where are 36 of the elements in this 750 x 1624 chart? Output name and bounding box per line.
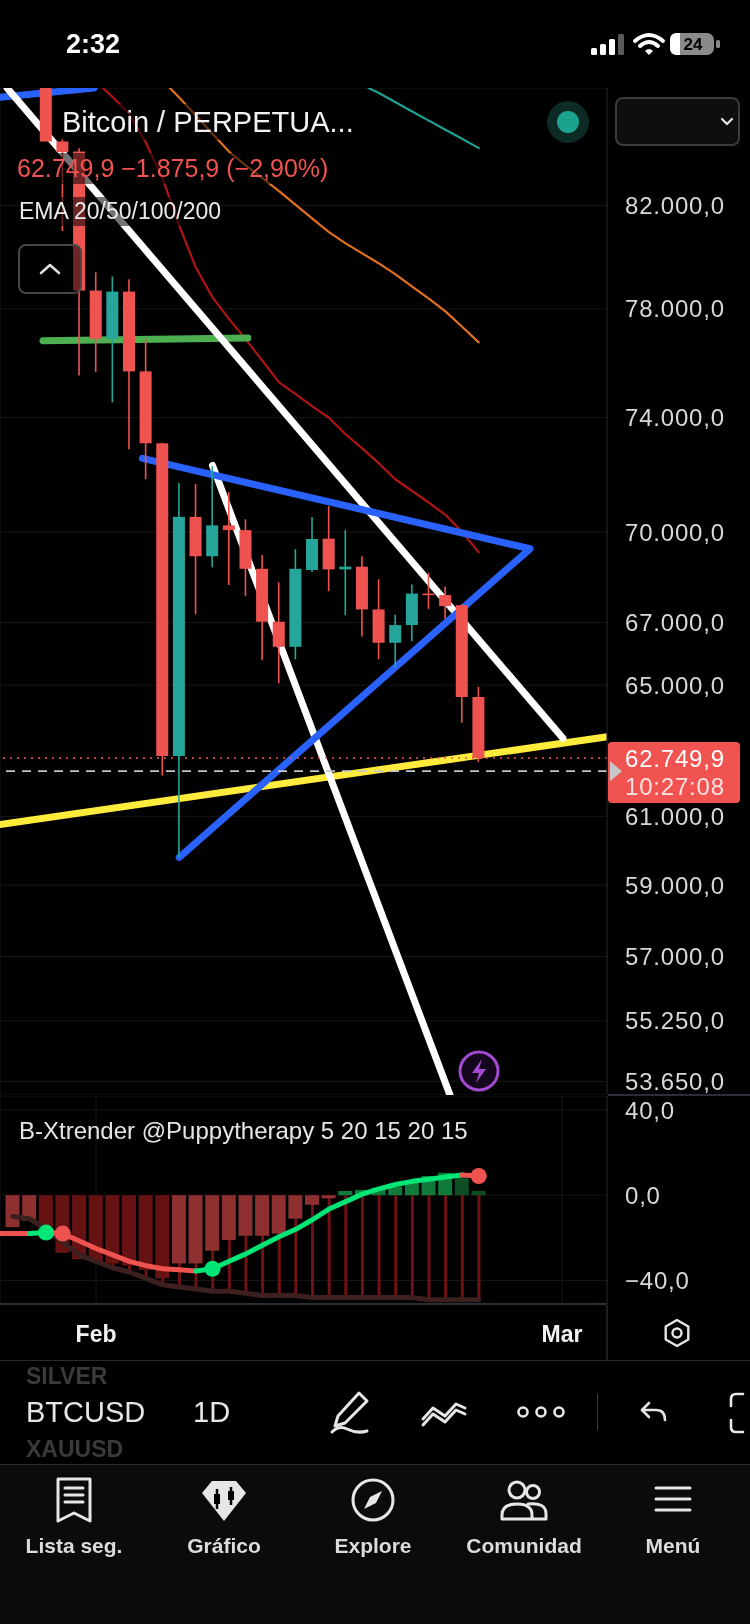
text: Lista seg. xyxy=(25,1533,123,1559)
text: Explore xyxy=(334,1533,412,1559)
text: 1D xyxy=(193,1395,231,1430)
text: BTCUSD xyxy=(26,1395,146,1430)
text: 10:27:08 xyxy=(625,772,725,800)
y-tick-label: 70.000,0 xyxy=(625,518,725,546)
y-tick-label: 78.000,0 xyxy=(625,295,725,323)
y-tick-label: 59.000,0 xyxy=(625,871,725,899)
candlestick xyxy=(439,585,452,620)
x-tick-label: Mar xyxy=(541,1321,583,1347)
y-tick-label: 61.000,0 xyxy=(625,803,725,830)
text: 62.749,9 −1.875,9 (−2,90%) xyxy=(17,152,329,184)
x-tick-label: Feb xyxy=(75,1321,117,1347)
text: Bitcoin / PERPETUA... xyxy=(62,104,354,140)
y-tick-label: −40,0 xyxy=(625,1267,690,1295)
y-tick-label: 57.000,0 xyxy=(625,943,725,971)
y-tick-label: 82.000,0 xyxy=(625,192,725,220)
y-tick-label: 0,0 xyxy=(625,1181,661,1209)
text: Comunidad xyxy=(466,1533,582,1559)
annotation: EMA 20/50/100/200 xyxy=(19,196,222,226)
y-tick-label: 40,0 xyxy=(625,1096,675,1124)
y-tick-label: 53.650,0 xyxy=(625,1068,725,1096)
y-tick-label: 67.000,0 xyxy=(625,609,725,637)
text: Gráfico xyxy=(187,1533,261,1559)
ref-line-label: 62.749,9 xyxy=(625,744,725,772)
y-tick-label: 74.000,0 xyxy=(625,404,725,432)
y-tick-label: 55.250,0 xyxy=(625,1007,725,1035)
text: SILVER xyxy=(26,1361,108,1391)
y-tick-label: 65.000,0 xyxy=(625,671,725,699)
text: 2:32 xyxy=(65,28,121,61)
text: Menú xyxy=(645,1533,701,1559)
candlestick xyxy=(389,613,402,669)
text: XAUUSD xyxy=(26,1434,124,1464)
text: 24 xyxy=(683,33,703,55)
text: B-Xtrender @Puppytherapy 5 20 15 20 15 xyxy=(19,1116,468,1146)
candlestick xyxy=(222,491,235,586)
